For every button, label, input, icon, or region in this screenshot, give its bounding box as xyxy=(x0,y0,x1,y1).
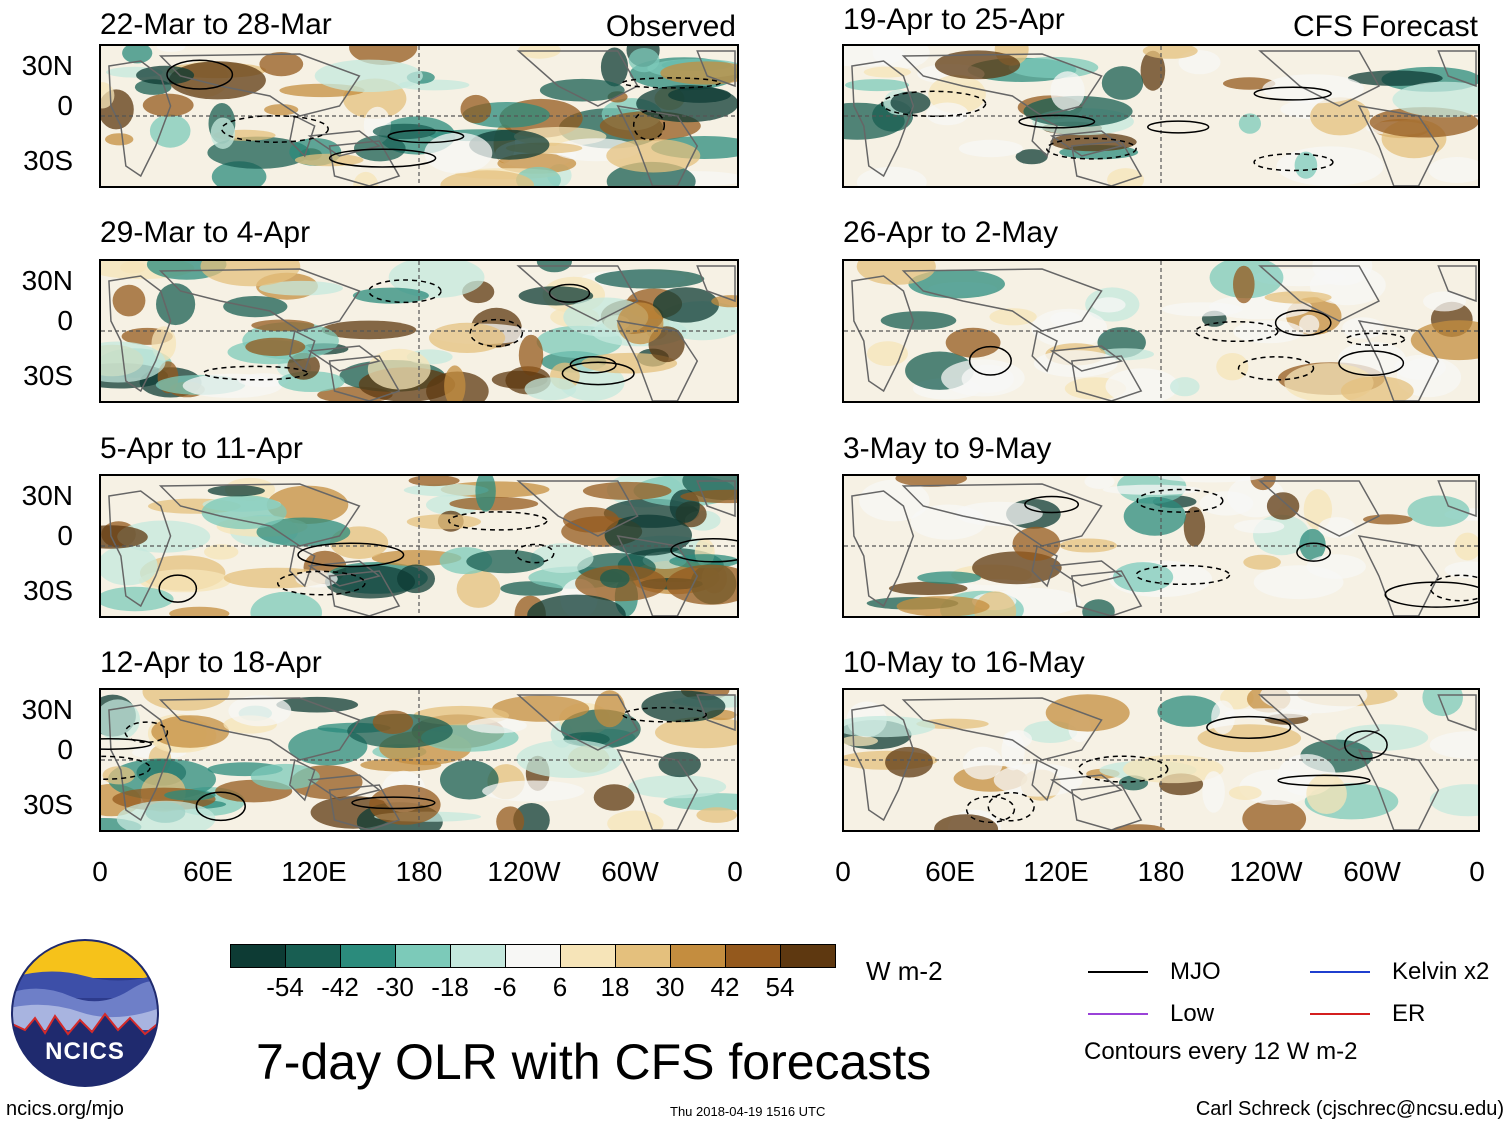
legend-er-label: ER xyxy=(1392,1000,1426,1027)
colorbar-swatch xyxy=(615,944,671,968)
colorbar-tick-label: -18 xyxy=(431,972,469,1002)
y-label-row1-3: 30S xyxy=(23,145,73,176)
colorbar-tick-label: -54 xyxy=(266,972,304,1002)
y-label-row4-2: 0 xyxy=(57,734,73,765)
legend-contours-note: Contours every 12 W m-2 xyxy=(1084,1038,1358,1065)
y-label-row2-2: 0 xyxy=(57,305,73,336)
legend-low-line xyxy=(1088,1013,1148,1015)
x-label-left-0: 0 xyxy=(92,856,108,887)
y-label-row3-2: 0 xyxy=(57,520,73,551)
x-label-left-180: 180 xyxy=(395,856,443,887)
footer-timestamp: Thu 2018-04-19 1516 UTC xyxy=(670,1104,826,1119)
colorbar-swatch xyxy=(340,944,396,968)
observed-label: Observed xyxy=(605,10,736,43)
legend-mjo-line xyxy=(1088,971,1148,973)
x-label-left-60e: 60E xyxy=(183,856,233,887)
forecast-panel-2-title: 26-Apr to 2-May xyxy=(843,216,1059,249)
x-label-left-120e: 120E xyxy=(281,856,347,887)
legend-low-label: Low xyxy=(1170,1000,1215,1027)
observed-map-2 xyxy=(99,259,739,403)
x-label-left-60w: 60W xyxy=(601,856,659,887)
colorbar-swatch xyxy=(780,944,836,968)
forecast-map-2 xyxy=(842,259,1480,403)
forecast-label: CFS Forecast xyxy=(1292,10,1478,43)
colorbar-tick-label: 54 xyxy=(765,972,795,1002)
y-label-row3-1: 30N xyxy=(21,480,73,511)
legend-kelvin-label: Kelvin x2 xyxy=(1392,958,1490,985)
y-label-row2-3: 30S xyxy=(23,360,73,391)
x-label-right-0: 0 xyxy=(835,856,851,887)
forecast-panel-4-title: 10-May to 16-May xyxy=(843,646,1085,679)
observed-map-1 xyxy=(99,44,739,188)
logo-text: NCICS xyxy=(45,1038,125,1065)
x-label-right-120e: 120E xyxy=(1023,856,1089,887)
colorbar-tick-label: -30 xyxy=(376,972,414,1002)
observed-map-3 xyxy=(99,474,739,618)
forecast-panel-1-title: 19-Apr to 25-Apr xyxy=(843,3,1065,36)
legend-kelvin-line xyxy=(1310,971,1370,973)
colorbar-tick-label: 42 xyxy=(710,972,740,1002)
footer-credit: Carl Schreck (cjschrec@ncsu.edu) xyxy=(1195,1098,1504,1120)
observed-map-4 xyxy=(99,688,739,832)
colorbar-swatch xyxy=(230,944,286,968)
forecast-panel-3-title: 3-May to 9-May xyxy=(843,432,1052,465)
observed-panel-3-title: 5-Apr to 11-Apr xyxy=(100,432,303,465)
observed-panel-2-title: 29-Mar to 4-Apr xyxy=(100,216,311,249)
forecast-map-4 xyxy=(842,688,1480,832)
x-label-right-60e: 60E xyxy=(925,856,975,887)
colorbar-swatch xyxy=(285,944,341,968)
y-label-row4-1: 30N xyxy=(21,694,73,725)
main-title: 7-day OLR with CFS forecasts xyxy=(256,1034,932,1090)
observed-panel-1-title: 22-Mar to 28-Mar xyxy=(100,8,332,41)
forecast-map-3 xyxy=(842,474,1480,618)
ncics-logo: NCICS xyxy=(10,938,160,1088)
colorbar-tick-label: 18 xyxy=(600,972,630,1002)
colorbar-tick-label: 30 xyxy=(655,972,685,1002)
y-label-row3-3: 30S xyxy=(23,575,73,606)
colorbar-swatch xyxy=(395,944,451,968)
y-label-row1-2: 0 xyxy=(57,90,73,121)
colorbar-tick-label: 6 xyxy=(552,972,568,1002)
y-label-row1-1: 30N xyxy=(21,50,73,81)
legend-er-line xyxy=(1310,1013,1370,1015)
x-label-left-0-end: 0 xyxy=(727,856,743,887)
forecast-map-1 xyxy=(842,44,1480,188)
x-label-right-0-end: 0 xyxy=(1469,856,1485,887)
x-label-right-120w: 120W xyxy=(1229,856,1303,887)
colorbar-swatch xyxy=(560,944,616,968)
colorbar-units: W m-2 xyxy=(866,956,943,986)
x-label-right-60w: 60W xyxy=(1343,856,1401,887)
observed-panel-4-title: 12-Apr to 18-Apr xyxy=(100,646,322,679)
colorbar-tick-label: -42 xyxy=(321,972,359,1002)
y-label-row2-1: 30N xyxy=(21,265,73,296)
colorbar-swatch xyxy=(670,944,726,968)
colorbar-swatch xyxy=(505,944,561,968)
colorbar-swatch xyxy=(450,944,506,968)
footer-website: ncics.org/mjo xyxy=(6,1098,124,1120)
legend-mjo-label: MJO xyxy=(1170,958,1221,985)
x-label-left-120w: 120W xyxy=(487,856,561,887)
y-label-row4-3: 30S xyxy=(23,789,73,820)
x-label-right-180: 180 xyxy=(1137,856,1185,887)
colorbar-swatch xyxy=(725,944,781,968)
colorbar-tick-label: -6 xyxy=(493,972,517,1002)
